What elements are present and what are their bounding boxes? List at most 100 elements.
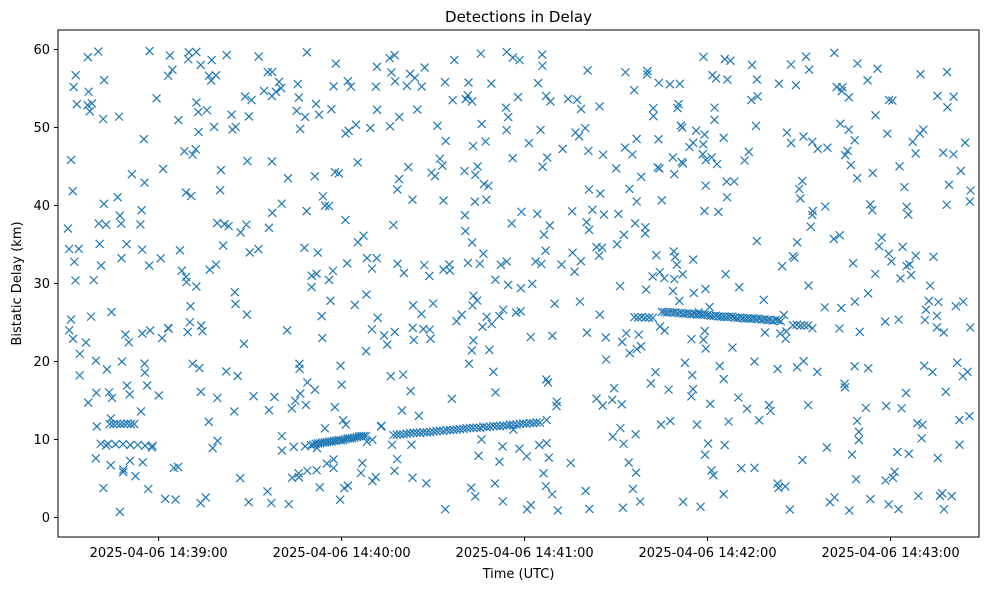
data-point xyxy=(619,439,629,449)
data-point xyxy=(760,328,770,338)
data-point xyxy=(670,252,680,262)
data-point xyxy=(724,312,734,321)
data-point xyxy=(329,454,339,464)
data-point xyxy=(393,259,402,269)
data-point xyxy=(84,87,94,97)
data-point xyxy=(175,245,185,255)
data-point xyxy=(145,326,155,335)
data-point xyxy=(115,419,125,429)
data-point xyxy=(63,224,73,233)
data-point xyxy=(289,442,299,452)
data-point xyxy=(916,69,925,79)
data-point xyxy=(669,246,679,256)
data-point xyxy=(372,62,382,72)
data-point xyxy=(365,123,375,133)
data-point xyxy=(140,359,149,369)
data-point xyxy=(216,165,226,175)
data-point xyxy=(911,149,921,158)
data-point xyxy=(808,323,817,333)
data-point xyxy=(115,507,125,517)
data-point xyxy=(533,78,543,88)
data-point xyxy=(182,277,191,287)
data-point xyxy=(435,154,445,164)
data-point xyxy=(576,256,586,266)
data-point xyxy=(300,112,310,122)
data-point xyxy=(460,166,469,176)
data-point xyxy=(847,450,857,460)
data-point xyxy=(780,481,790,491)
data-point xyxy=(202,105,212,115)
data-point xyxy=(786,138,796,148)
data-point xyxy=(785,505,795,514)
data-point xyxy=(204,71,214,81)
data-point xyxy=(142,381,152,390)
data-point xyxy=(657,195,667,205)
data-point xyxy=(460,210,470,220)
data-point xyxy=(398,370,408,380)
data-point xyxy=(524,138,534,148)
data-point xyxy=(617,337,627,347)
data-point xyxy=(439,265,448,274)
data-point xyxy=(488,367,498,377)
data-point xyxy=(742,404,752,414)
data-point xyxy=(570,267,579,277)
data-point xyxy=(712,159,722,169)
data-point xyxy=(582,328,592,338)
data-point xyxy=(854,427,864,437)
data-point xyxy=(212,218,222,228)
data-point xyxy=(124,337,134,347)
data-point xyxy=(740,156,750,165)
data-point xyxy=(93,47,103,56)
data-point xyxy=(863,288,873,298)
data-point xyxy=(293,79,303,89)
data-point xyxy=(138,457,148,467)
data-point xyxy=(629,312,639,322)
data-point xyxy=(112,419,122,429)
data-point xyxy=(703,439,713,448)
data-point xyxy=(121,330,130,339)
data-point xyxy=(812,367,822,377)
data-point xyxy=(129,419,139,429)
data-point xyxy=(198,326,207,336)
data-point xyxy=(295,364,305,374)
data-point xyxy=(659,273,669,283)
data-point xyxy=(722,192,732,202)
data-point xyxy=(193,107,203,117)
data-point xyxy=(848,258,858,268)
data-point xyxy=(342,258,352,268)
data-point xyxy=(277,431,287,441)
data-point xyxy=(476,49,486,59)
data-point xyxy=(119,465,128,474)
data-point xyxy=(877,233,887,243)
data-point xyxy=(546,96,555,106)
data-point xyxy=(568,248,578,258)
data-point xyxy=(116,219,126,229)
data-point xyxy=(254,52,264,62)
data-point xyxy=(701,344,711,354)
data-point xyxy=(326,296,335,306)
data-point xyxy=(582,217,591,227)
data-point xyxy=(852,173,862,183)
data-point xyxy=(127,169,137,179)
data-point xyxy=(249,391,258,401)
data-point xyxy=(924,296,934,306)
data-point xyxy=(259,86,269,96)
data-point xyxy=(580,123,590,133)
data-point xyxy=(367,435,377,445)
data-point xyxy=(245,248,255,257)
data-point xyxy=(91,453,101,463)
data-point xyxy=(310,171,320,181)
data-point xyxy=(295,124,305,134)
data-point xyxy=(235,473,245,483)
data-point xyxy=(547,489,557,499)
data-point xyxy=(125,440,135,450)
data-point xyxy=(515,55,525,65)
data-point xyxy=(448,95,458,105)
data-point xyxy=(951,301,961,311)
data-point xyxy=(263,67,273,77)
data-point xyxy=(68,334,78,344)
data-point xyxy=(680,358,690,368)
y-tick-label: 0 xyxy=(42,511,50,526)
data-point xyxy=(840,379,849,389)
data-point xyxy=(376,421,386,431)
